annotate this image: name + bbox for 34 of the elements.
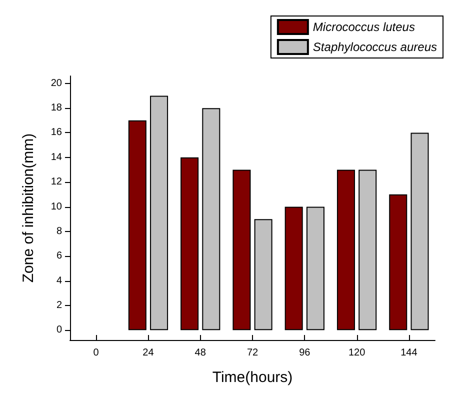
y-tick-label: 6 <box>56 250 62 262</box>
x-tick-label: 96 <box>299 348 311 358</box>
x-tick-label: 72 <box>246 348 258 358</box>
y-tick-label: 20 <box>50 78 62 89</box>
y-tick-label: 4 <box>56 275 62 286</box>
bar <box>336 170 355 330</box>
y-tick-label: 8 <box>56 226 62 237</box>
legend-label: Micrococcus luteus <box>312 20 415 34</box>
y-axis-title: Zone of inhibition(mm) <box>20 133 37 283</box>
bar <box>389 194 408 330</box>
y-tick-label: 2 <box>56 300 62 311</box>
bar <box>410 132 429 330</box>
x-tick-label: 144 <box>400 348 418 358</box>
y-tick-label: 18 <box>50 102 62 114</box>
bar <box>150 96 168 330</box>
x-tick-label: 48 <box>194 348 206 358</box>
bar <box>284 206 303 330</box>
legend-label: Staphylococcus aureus <box>312 40 438 54</box>
y-tick-label: 12 <box>50 176 62 188</box>
bar <box>128 120 146 330</box>
bar <box>358 170 377 330</box>
y-tick-label: 16 <box>50 127 62 138</box>
y-tick-label: 14 <box>50 152 62 163</box>
bar <box>232 170 251 330</box>
bar <box>306 206 324 330</box>
x-tick-label: 0 <box>93 348 100 358</box>
y-tick-label: 0 <box>56 324 62 336</box>
x-tick-label: 24 <box>142 348 154 358</box>
bar <box>180 157 199 330</box>
x-tick-label: 120 <box>348 348 366 358</box>
y-tick-label: 10 <box>50 201 62 212</box>
bar <box>254 219 272 330</box>
bar <box>202 108 220 330</box>
x-axis-title: Time(hours) <box>212 369 293 386</box>
